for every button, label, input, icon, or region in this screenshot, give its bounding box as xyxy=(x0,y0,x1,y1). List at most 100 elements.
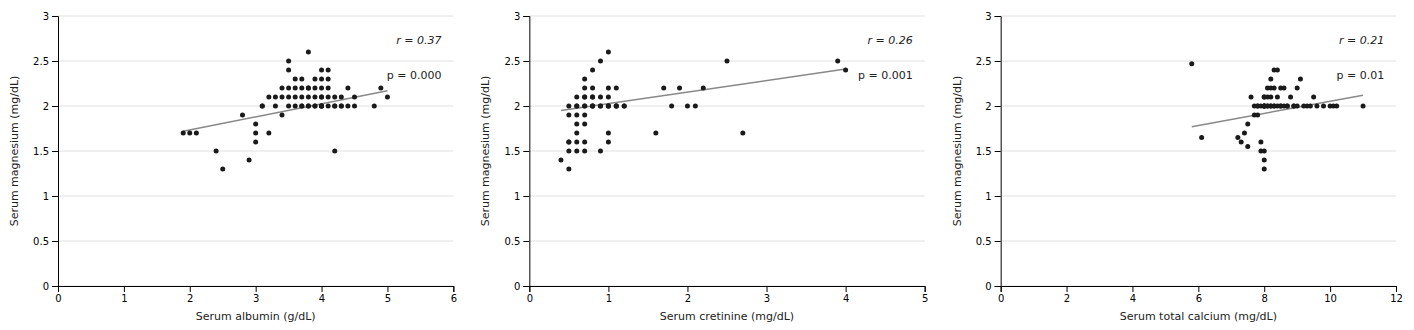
grid-line xyxy=(58,16,453,17)
tick: 3 xyxy=(985,11,1000,22)
point xyxy=(1275,95,1280,100)
tick: 4 xyxy=(843,286,849,304)
point xyxy=(1314,104,1319,109)
point xyxy=(319,68,324,73)
point xyxy=(1288,95,1293,100)
tick-mark xyxy=(52,151,58,152)
point xyxy=(253,122,258,127)
grid-line xyxy=(529,16,924,17)
point xyxy=(1199,135,1204,140)
point xyxy=(835,59,840,64)
tick-label: 1 xyxy=(514,191,520,202)
point xyxy=(312,77,317,82)
tick-label: 0.5 xyxy=(33,236,49,247)
tick-mark xyxy=(1396,286,1397,292)
tick-label: 2.5 xyxy=(33,56,49,67)
point xyxy=(319,86,324,91)
tick: 6 xyxy=(451,286,457,304)
grid-line xyxy=(58,61,453,62)
point xyxy=(306,86,311,91)
point xyxy=(312,104,317,109)
tick-mark xyxy=(1330,286,1331,292)
point xyxy=(598,104,603,109)
tick-mark xyxy=(523,151,529,152)
point xyxy=(582,149,587,154)
tick-label: 0 xyxy=(527,293,533,304)
point xyxy=(319,77,324,82)
point xyxy=(293,86,298,91)
tick: 1 xyxy=(43,191,58,202)
tick: 12 xyxy=(1390,286,1403,304)
tick-label: 3 xyxy=(253,293,259,304)
point xyxy=(266,95,271,100)
point xyxy=(1242,131,1247,136)
point xyxy=(378,86,383,91)
point xyxy=(582,122,587,127)
tick-label: 0 xyxy=(43,281,49,292)
tick-mark xyxy=(608,286,609,292)
point xyxy=(339,95,344,100)
tick-label: 1 xyxy=(606,293,612,304)
point xyxy=(273,104,278,109)
point xyxy=(606,95,611,100)
tick-mark xyxy=(52,241,58,242)
tick: 2 xyxy=(1064,286,1070,304)
tick-label: 12 xyxy=(1390,293,1403,304)
point xyxy=(669,104,674,109)
point xyxy=(280,86,285,91)
axis-line xyxy=(59,287,454,293)
point xyxy=(273,95,278,100)
tick: 0.5 xyxy=(33,236,58,247)
point xyxy=(253,131,258,136)
tick-mark xyxy=(767,286,768,292)
tick: 4 xyxy=(319,286,325,304)
x-axis: 024681012 xyxy=(998,286,1403,304)
axis-line xyxy=(523,17,530,287)
point xyxy=(1321,104,1326,109)
grid-line xyxy=(58,196,453,197)
tick: 8 xyxy=(1262,286,1268,304)
tick-mark xyxy=(995,241,1001,242)
grid-line xyxy=(58,241,453,242)
tick-mark xyxy=(925,286,926,292)
tick-label: 1.5 xyxy=(976,146,992,157)
plot-area xyxy=(558,50,848,172)
point xyxy=(1249,95,1254,100)
tick-label: 2 xyxy=(985,101,991,112)
point xyxy=(622,104,627,109)
tick-mark xyxy=(453,286,454,292)
point xyxy=(326,77,331,82)
point xyxy=(312,95,317,100)
grid-line xyxy=(1001,151,1396,152)
point xyxy=(286,59,291,64)
tick-mark xyxy=(995,106,1001,107)
point xyxy=(1334,104,1339,109)
point xyxy=(701,86,706,91)
point xyxy=(582,113,587,118)
point xyxy=(614,104,619,109)
point xyxy=(293,95,298,100)
tick-label: 1.5 xyxy=(504,146,520,157)
point xyxy=(1245,122,1250,127)
tick-label: 6 xyxy=(1196,293,1202,304)
point xyxy=(606,86,611,91)
tick-mark xyxy=(523,286,529,287)
point xyxy=(1281,86,1286,91)
point xyxy=(574,140,579,145)
point xyxy=(590,86,595,91)
tick-label: 3 xyxy=(985,11,991,22)
y-axis-title: Serum magnesium (mg/dL) xyxy=(8,76,21,227)
tick: 10 xyxy=(1324,286,1337,304)
point xyxy=(566,140,571,145)
axis-line xyxy=(530,287,925,293)
point xyxy=(582,86,587,91)
grid-line xyxy=(529,196,924,197)
point xyxy=(1275,68,1280,73)
x-axis-title: Serum albumin (g/dL) xyxy=(196,310,316,323)
y-axis-title: Serum magnesium (mg/dL) xyxy=(479,76,492,227)
point xyxy=(566,104,571,109)
point xyxy=(1268,95,1273,100)
point xyxy=(352,104,357,109)
grid xyxy=(1001,16,1396,286)
point xyxy=(332,95,337,100)
